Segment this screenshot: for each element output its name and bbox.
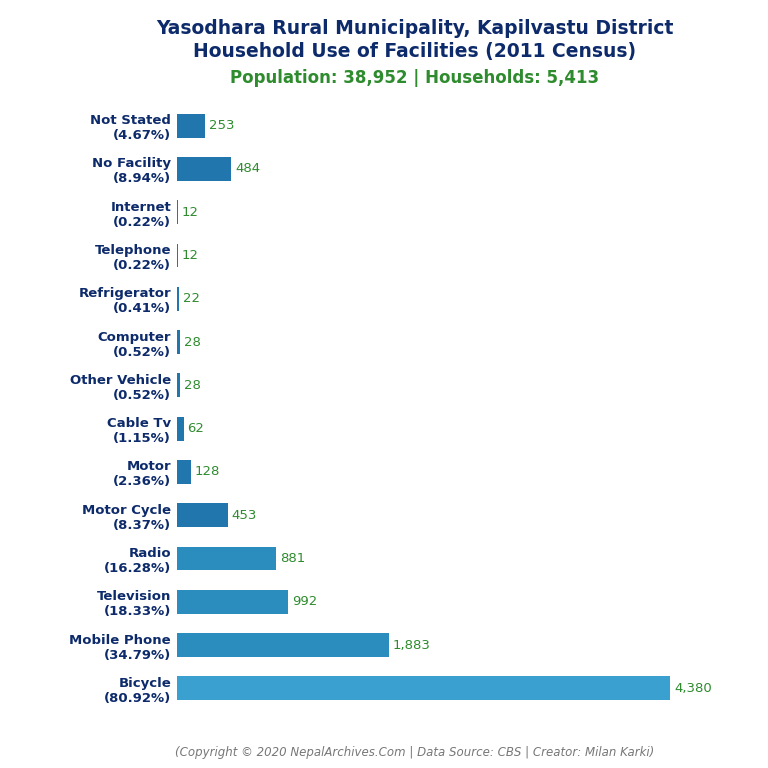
Bar	[177, 590, 289, 614]
Text: 28: 28	[184, 336, 200, 349]
Text: 22: 22	[183, 293, 200, 306]
Text: 28: 28	[184, 379, 200, 392]
Text: Yasodhara Rural Municipality, Kapilvastu District: Yasodhara Rural Municipality, Kapilvastu…	[156, 19, 674, 38]
Text: 453: 453	[232, 508, 257, 521]
Bar	[177, 330, 180, 354]
Text: 1,883: 1,883	[393, 638, 431, 651]
Bar	[177, 287, 179, 311]
Text: 881: 881	[280, 552, 305, 565]
Bar	[177, 200, 178, 224]
Bar	[177, 547, 276, 571]
Text: 484: 484	[235, 163, 260, 176]
Text: Population: 38,952 | Households: 5,413: Population: 38,952 | Households: 5,413	[230, 69, 599, 87]
Text: 62: 62	[187, 422, 204, 435]
Text: 4,380: 4,380	[674, 682, 712, 695]
Bar	[177, 460, 191, 484]
Bar	[177, 417, 184, 441]
Text: 253: 253	[209, 119, 234, 132]
Text: 12: 12	[182, 249, 199, 262]
Bar	[177, 114, 205, 137]
Bar	[177, 633, 389, 657]
Text: 992: 992	[293, 595, 318, 608]
Bar	[177, 243, 178, 267]
Text: Household Use of Facilities (2011 Census): Household Use of Facilities (2011 Census…	[194, 42, 636, 61]
Text: 128: 128	[195, 465, 220, 478]
Bar	[177, 503, 227, 527]
Text: (Copyright © 2020 NepalArchives.Com | Data Source: CBS | Creator: Milan Karki): (Copyright © 2020 NepalArchives.Com | Da…	[175, 746, 654, 759]
Bar	[177, 157, 231, 181]
Bar	[177, 373, 180, 397]
Bar	[177, 677, 670, 700]
Text: 12: 12	[182, 206, 199, 219]
